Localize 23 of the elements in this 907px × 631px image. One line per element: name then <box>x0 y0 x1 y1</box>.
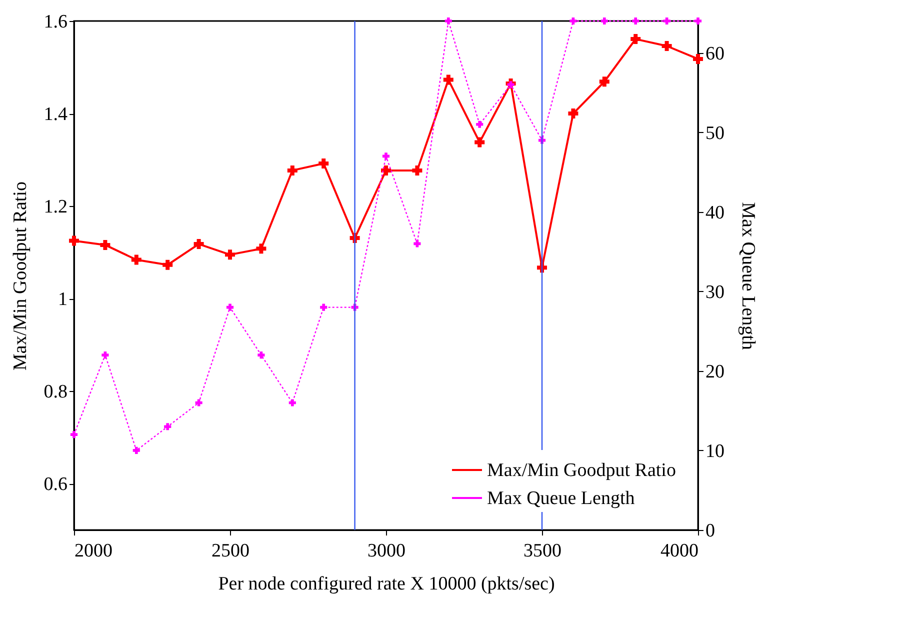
y-tick-label: 1.4 <box>44 104 68 126</box>
y-tick-label: 0.8 <box>44 382 68 403</box>
y-tick-label: 1.2 <box>44 196 68 218</box>
y-axis-title: Max/Min Goodput Ratio <box>10 182 31 370</box>
x-tick-label: 3500 <box>524 540 562 562</box>
y2-tick-label: 60 <box>706 43 724 64</box>
y2-tick-label: 40 <box>706 202 724 224</box>
y-tick-label: 0.6 <box>44 474 68 496</box>
x-tick-label: 4000 <box>660 540 698 562</box>
y-tick-label: 1 <box>58 289 68 310</box>
legend-label: Max/Min Goodput Ratio <box>487 460 676 481</box>
y2-tick-label: 20 <box>706 361 724 382</box>
y2-tick-label: 30 <box>706 282 724 303</box>
x-tick-label: 3000 <box>368 540 406 562</box>
y2-axis-title: Max Queue Length <box>738 202 758 350</box>
y2-tick-label: 10 <box>706 440 724 462</box>
y2-tick-label: 0 <box>706 520 715 542</box>
x-tick-label: 2500 <box>212 540 250 562</box>
y2-tick-label: 50 <box>706 122 724 144</box>
y-tick-label: 1.6 <box>44 12 68 32</box>
legend-label: Max Queue Length <box>487 488 636 509</box>
x-axis-title: Per node configured rate X 10000 (pkts/sec) <box>218 574 555 594</box>
x-tick-label: 2000 <box>74 540 112 562</box>
